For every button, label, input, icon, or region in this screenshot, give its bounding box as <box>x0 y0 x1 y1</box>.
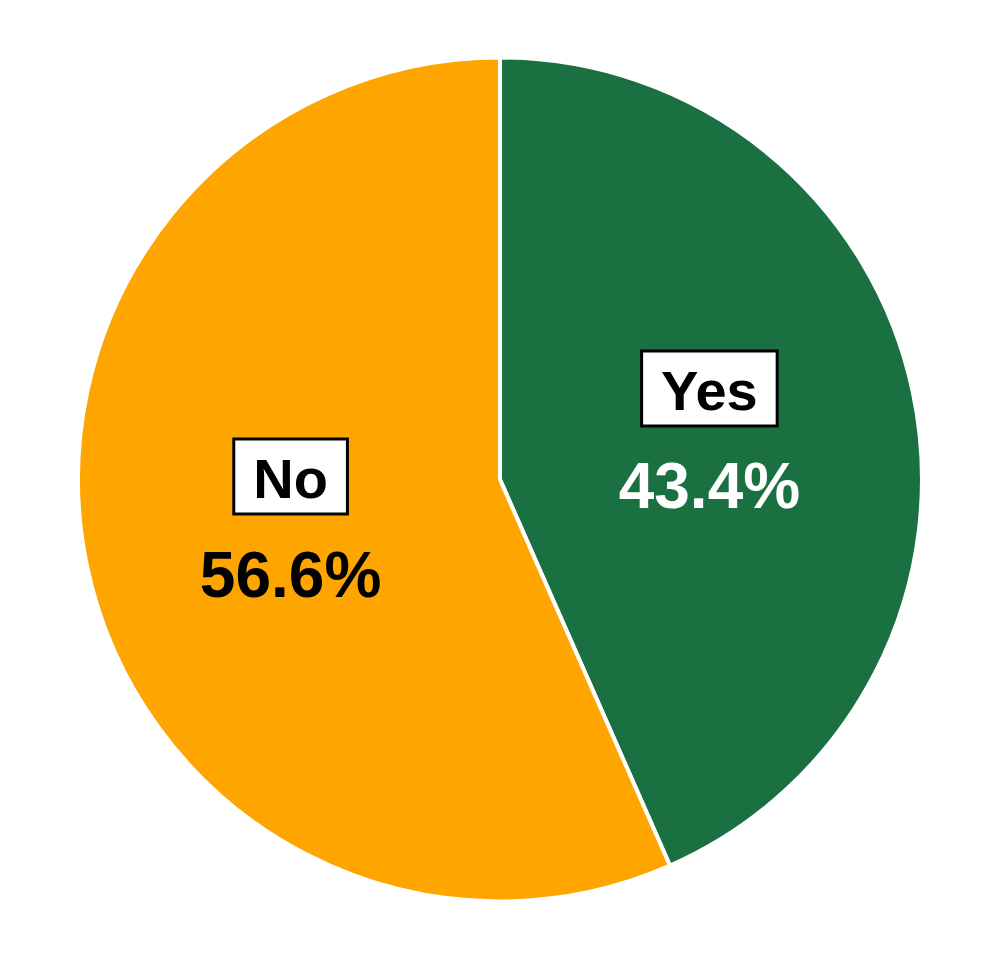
svg-text:56.6%: 56.6% <box>200 539 381 611</box>
svg-text:No: No <box>253 447 328 510</box>
svg-text:Yes: Yes <box>661 359 758 422</box>
svg-text:43.4%: 43.4% <box>619 450 800 522</box>
